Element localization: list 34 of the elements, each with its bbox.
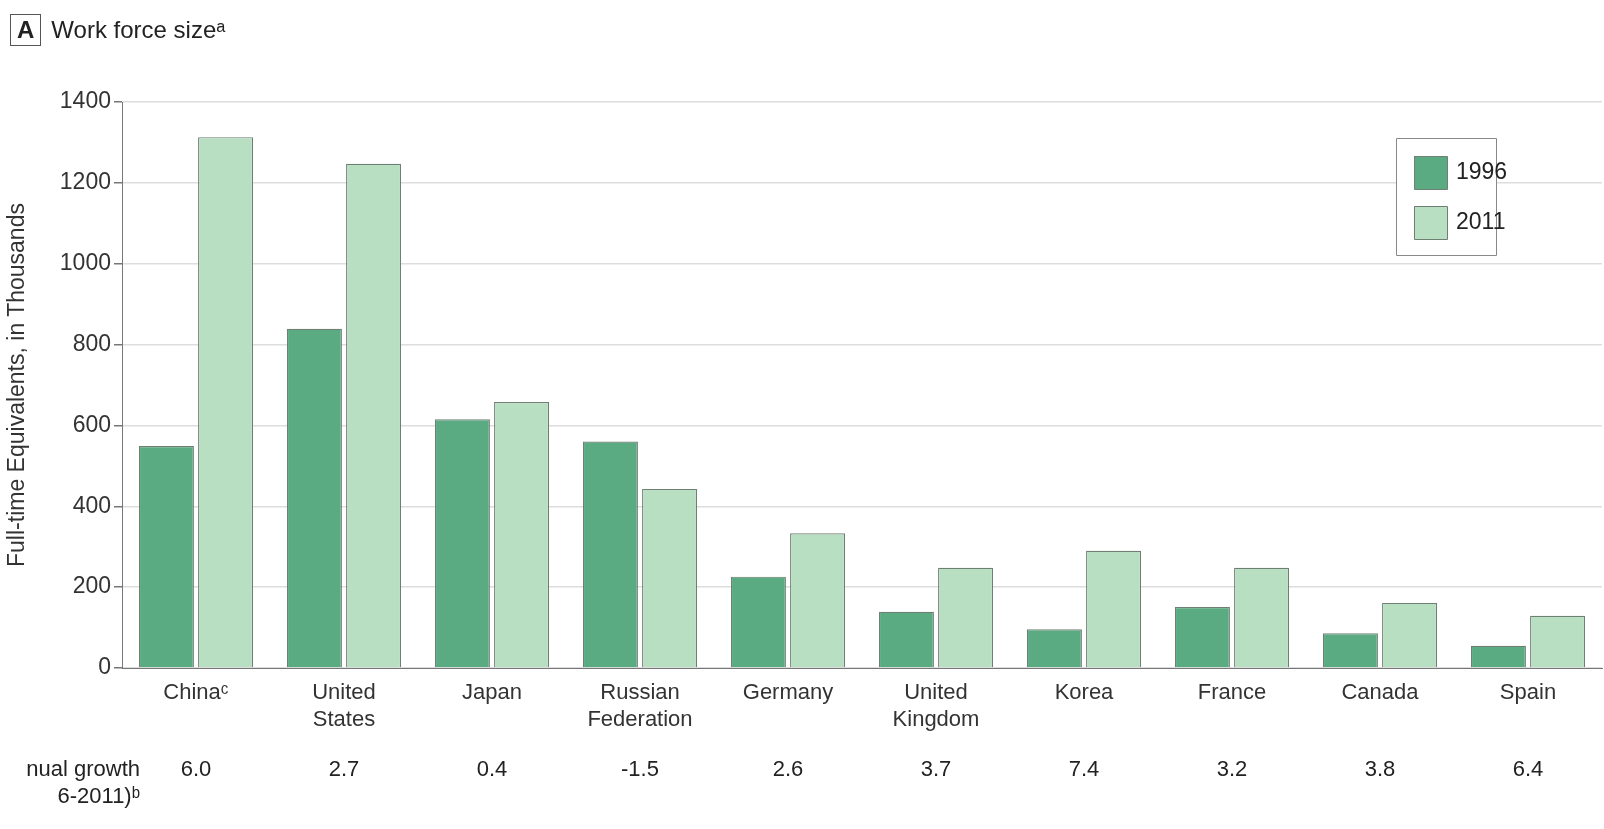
x-tick-label: Russian Federation (587, 679, 693, 731)
y-tick-label: 400 (72, 491, 111, 518)
x-tick-label: Chinaᶜ (163, 679, 229, 705)
x-tick-label: United States (312, 679, 376, 731)
text: 0.4 (476, 756, 508, 782)
text: 6.4 (1512, 756, 1544, 782)
text: 6.0 (180, 756, 212, 782)
text: 2.6 (772, 756, 804, 782)
y-tick-label: 1000 (59, 249, 111, 276)
chart-title: Work force sizeᵃ (51, 16, 226, 44)
legend-label: 2011 (1456, 208, 1506, 235)
x-tick-label: France (1197, 679, 1267, 705)
text: 7.4 (1068, 756, 1100, 782)
x-tick-label: United Kingdom (892, 679, 980, 731)
x-tick-label: Germany (742, 679, 834, 705)
y-tick-label: 0 (98, 653, 111, 680)
x-tick-label: Korea (1054, 679, 1115, 705)
text: -1.5 (621, 756, 659, 782)
y-tick-label: 1200 (59, 168, 111, 195)
text: 3.7 (920, 756, 952, 782)
text: 3.8 (1364, 756, 1396, 782)
y-tick-label: 600 (72, 410, 111, 437)
text: nual growth 6-2011)ᵇ (26, 756, 140, 809)
y-tick-label: 1400 (59, 87, 111, 114)
x-tick-label: Canada (1341, 679, 1420, 705)
y-tick-label: 200 (72, 572, 111, 599)
legend-label: 1996 (1456, 158, 1508, 185)
x-tick-label: Spain (1499, 679, 1557, 705)
text: A (10, 14, 42, 46)
y-tick-label: 800 (72, 329, 111, 356)
text: 2.7 (328, 756, 360, 782)
text: 3.2 (1216, 756, 1248, 782)
x-tick-label: Japan (462, 679, 522, 705)
y-axis-title: Full-time Equivalents, in Thousands (3, 203, 30, 567)
